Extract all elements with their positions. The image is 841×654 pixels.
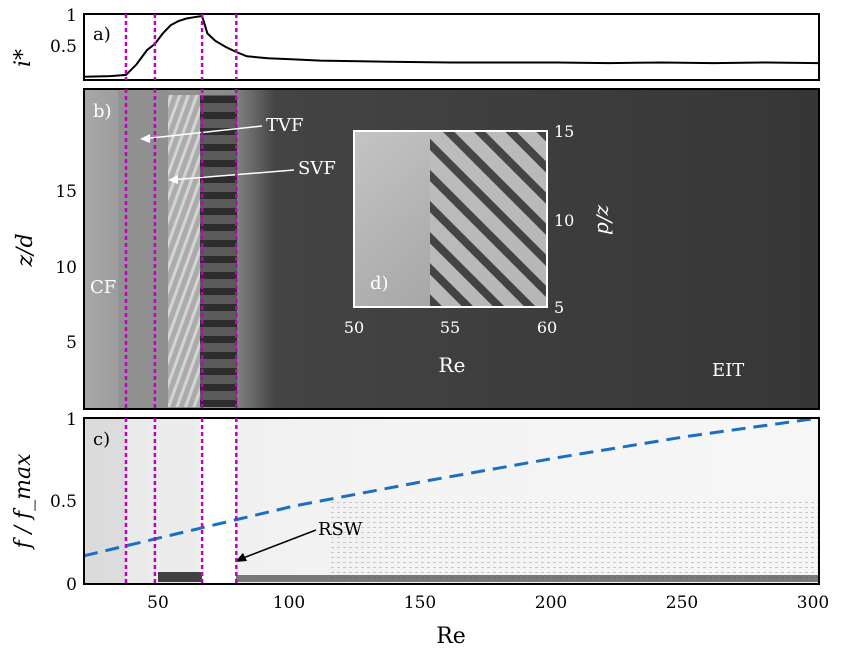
panel-b-ytick-15: 15 (55, 182, 77, 202)
xtick-200: 200 (535, 593, 567, 613)
panel-b: b) 5 10 15 z/d TVF SVF CF EIT d) 50 55 6… (13, 89, 819, 409)
inset-xtick-55: 55 (440, 318, 460, 337)
panel-c-ylabel: f / f_max (11, 453, 36, 551)
xtick-150: 150 (404, 593, 436, 613)
panel-b-ytick-5: 5 (66, 333, 77, 353)
annotation-tvf: TVF (266, 115, 304, 136)
panel-a-ytick-0.5: 0.5 (50, 37, 77, 57)
xtick-100: 100 (273, 593, 305, 613)
inset-ylabel: z/d (593, 204, 617, 235)
inset-xtick-50: 50 (344, 318, 364, 337)
panel-c: c) RSW 0 0.5 1 f / f_max 50 100 150 200 … (11, 410, 829, 649)
panel-b-ytick-10: 10 (55, 258, 77, 278)
panel-a-ytick-1: 1 (66, 6, 77, 26)
panel-c-ytick-0: 0 (66, 575, 77, 595)
panel-c-bottom-band (236, 575, 819, 582)
panel-b-ylabel: z/d (13, 233, 38, 267)
inset-xtick-60: 60 (537, 318, 557, 337)
x-axis-label: Re (436, 624, 466, 649)
xtick-50: 50 (147, 593, 169, 613)
panel-c-texture (330, 500, 819, 580)
panel-b-banded-region (200, 95, 237, 407)
annotation-rsw: RSW (318, 519, 363, 540)
panel-a-label: a) (93, 24, 111, 45)
panel-a: a) 1 0.5 i* (11, 6, 819, 80)
annotation-svf: SVF (298, 158, 336, 179)
panel-b-label: b) (93, 101, 112, 122)
inset-ytick-10: 10 (554, 211, 574, 230)
panel-c-ytick-1: 1 (66, 410, 77, 430)
inset-ytick-5: 5 (554, 298, 564, 317)
panel-c-label: c) (93, 429, 110, 450)
annotation-cf: CF (90, 277, 116, 298)
xtick-250: 250 (666, 593, 698, 613)
panel-c-dark-blob (158, 572, 202, 582)
inset-d-stripes (430, 131, 547, 307)
panel-c-ytick-0.5: 0.5 (50, 492, 77, 512)
panel-a-frame (84, 14, 819, 80)
inset-ytick-15: 15 (554, 122, 574, 141)
panel-b-svf-region (168, 95, 200, 407)
inset-d-label: d) (370, 273, 389, 294)
panel-c-lowrange-shade (150, 418, 195, 584)
inset-xlabel: Re (439, 353, 466, 377)
panel-a-ylabel: i* (11, 49, 36, 67)
xtick-300: 300 (797, 593, 829, 613)
annotation-eit: EIT (712, 360, 744, 381)
panel-c-white-gap (200, 418, 236, 584)
